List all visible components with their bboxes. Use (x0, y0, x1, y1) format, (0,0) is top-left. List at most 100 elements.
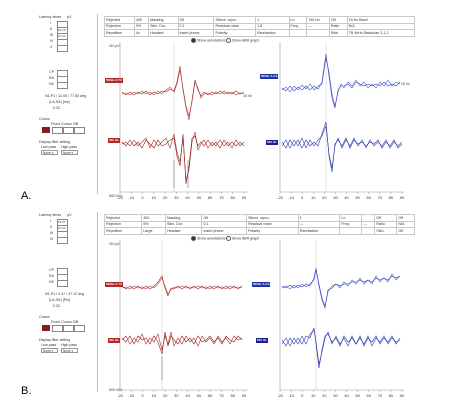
param-label: Stimul. repro. (246, 214, 299, 222)
wave-value-nc[interactable] (57, 82, 68, 89)
show-abr-radio[interactable]: Show ABR graph (226, 38, 259, 43)
parameter-table: Rejected 400 Masking Off Stimul. repro. 1 Lo 75… (103, 16, 416, 38)
sidebar-panel: Latency times µV I II 16.10 III 27.32 IV… (37, 14, 98, 194)
wave-label-ra: RA (49, 76, 54, 80)
param-label: Polarity (213, 29, 257, 37)
param-label: Masking (148, 16, 179, 24)
left-lower-tag[interactable]: 500 Hz (108, 338, 120, 343)
low-pass-select[interactable]: None ▾ (41, 150, 58, 155)
param-value: Off (201, 214, 248, 222)
x-tick-label: 80 (231, 195, 236, 200)
param-label: Lo (288, 16, 308, 24)
x-tick-label: 50 (355, 195, 360, 200)
param-label: Residual noise (213, 22, 257, 31)
cursor-col-cursor: Cursor (61, 122, 72, 126)
right-plot (279, 42, 404, 193)
x-tick-label: 20 (322, 195, 327, 200)
x-tick-label: 40 (185, 393, 190, 398)
param-value: Rarefaction (297, 227, 341, 235)
scale-label-left: 15 nV (243, 94, 252, 98)
x-tick-label: -10 (288, 195, 295, 200)
param-label: Ratio (374, 220, 398, 229)
param-value: Off (177, 16, 215, 24)
param-value: Insert phone (201, 227, 248, 235)
right-upper-tag-text: 500Hz A 3.3 (261, 74, 278, 78)
figure-label-a: A. (21, 190, 32, 202)
latency-value-4[interactable] (57, 237, 68, 244)
param-label: Rejected (103, 214, 143, 222)
left-lower-tag[interactable]: 500 Hz (108, 138, 120, 143)
x-tick-label: 70 (219, 393, 224, 398)
x-tick-label: 80 (389, 195, 394, 200)
param-label: Lo (339, 214, 363, 222)
wave-value-nc[interactable] (57, 280, 68, 287)
param-label: Rejected (103, 16, 136, 24)
x-tick-label: 0 (301, 195, 304, 200)
panel-a: Latency times µV I II 16.10 III 27.32 IV… (0, 14, 449, 204)
x-tick-label: 60 (208, 393, 213, 398)
latency-value-5[interactable] (57, 45, 68, 52)
show-annotations-radio[interactable]: Show annotations (191, 236, 226, 241)
x-tick-label: 70 (378, 393, 383, 398)
latency-label-2: II (50, 225, 52, 229)
x-tick-label: 0 (301, 393, 304, 398)
waveform-plot: -20 -10 0 10 20 30 40 50 60 70 80 90 -20 -10 0 10 20 30 40… (117, 42, 405, 200)
param-value (361, 214, 376, 222)
param-value: 0.1 (201, 220, 248, 229)
cursor-diff-field[interactable] (74, 127, 85, 134)
param-value: 1.6 (255, 22, 290, 31)
x-tick-label: 20 (163, 195, 168, 200)
param-value: 1 (255, 16, 290, 24)
param-label: Stim. (374, 227, 398, 235)
left-lower-tag-text: 500 Hz (109, 138, 119, 142)
right-upper-tag[interactable]: 500Hz A 3.3 (260, 74, 279, 79)
cursor-cursor-field[interactable] (63, 127, 74, 134)
right-upper-tag-text: 500Hz A 3.3 (253, 282, 270, 286)
param-value: Insert phone (177, 29, 215, 37)
right-lower-tag[interactable]: 500 Hz (266, 140, 278, 145)
cursor-cursor-field[interactable] (63, 325, 74, 332)
param-value: Off (396, 214, 415, 222)
x-tick-label: 30 (333, 393, 338, 398)
x-tick-label: 40 (185, 195, 190, 200)
radio-off-icon (226, 38, 231, 43)
param-label: Off (374, 214, 398, 222)
right-lower-tag[interactable]: 500 Hz (256, 338, 268, 343)
param-table: Rejected 400 Masking Off Stimul. repro. 1 Lo Of… (103, 214, 415, 235)
y-unit-top: 110 µV (109, 242, 120, 246)
param-label: Freq. (339, 220, 363, 229)
cursor-fixed-field[interactable] (52, 325, 63, 332)
y-unit-text: 110 µV (109, 242, 120, 246)
cursor-diff-field[interactable] (74, 325, 85, 332)
x-tick-label: -20 (277, 195, 284, 200)
ratio-units: deg (80, 94, 87, 98)
high-pass-select[interactable]: None ▾ (61, 150, 78, 155)
y-unit-bottom: 500 nV/L (109, 194, 123, 198)
x-tick-label: 20 (322, 393, 327, 398)
latency-tab[interactable]: Latency times (39, 15, 62, 19)
left-plot (119, 240, 248, 391)
show-annotations-radio[interactable]: Show annotations (191, 38, 226, 43)
waveform-plot: -20 -10 0 10 20 30 40 50 60 70 80 90 -20 -10 0 10 20 30 40… (117, 240, 405, 398)
x-tick-label: 60 (208, 195, 213, 200)
param-value: 4x (134, 29, 150, 37)
low-pass-select[interactable]: None ▾ (41, 348, 58, 353)
wave-label-nc: NC (49, 82, 55, 86)
x-tick-label: 60 (367, 195, 372, 200)
param-label: Freq. (288, 22, 308, 31)
right-upper-tag[interactable]: 500Hz A 3.3 (252, 282, 271, 287)
show-abr-radio[interactable]: Show ABR graph (226, 236, 259, 241)
param-label: Stim. Dur. (148, 22, 179, 31)
left-upper-tag[interactable]: 500Hz A 70 (105, 78, 123, 83)
low-pass-value: None (43, 151, 51, 155)
high-pass-select[interactable]: None ▾ (61, 348, 78, 353)
left-trace-upper-2 (121, 275, 243, 297)
x-tick-label: 40 (344, 195, 349, 200)
y-unit-top: 110 µV (109, 44, 120, 48)
param-value: --- (297, 220, 341, 229)
cursor-fixed-field[interactable] (52, 127, 63, 134)
left-upper-tag[interactable]: 500Hz A 70 (105, 282, 123, 287)
param-value: --- (306, 22, 330, 31)
param-row: Rejection 5% Stim. Dur. 0.1 Residual noise --… (103, 220, 415, 229)
latency-tab[interactable]: Latency times (39, 213, 62, 217)
